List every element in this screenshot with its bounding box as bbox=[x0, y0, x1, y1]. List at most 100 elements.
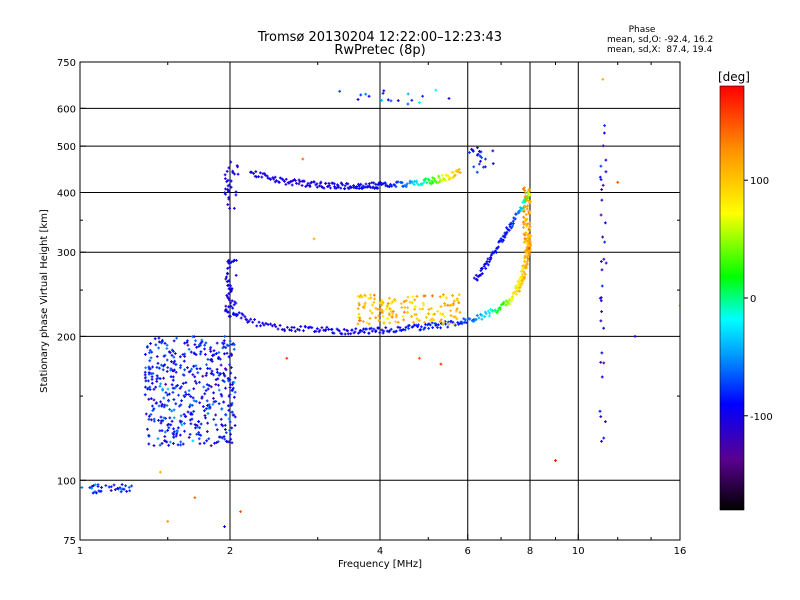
data-point bbox=[164, 383, 167, 386]
data-point bbox=[440, 305, 443, 308]
data-point bbox=[180, 414, 183, 417]
data-point bbox=[443, 315, 446, 318]
data-point bbox=[174, 352, 177, 355]
data-point bbox=[369, 293, 372, 296]
data-point bbox=[144, 371, 147, 374]
data-point bbox=[153, 388, 156, 391]
data-point bbox=[599, 361, 602, 364]
data-point bbox=[400, 302, 403, 305]
data-point bbox=[159, 382, 162, 385]
phase-colorbar: [deg] 100 0 -100 bbox=[718, 70, 773, 510]
data-point bbox=[144, 373, 147, 376]
data-point bbox=[179, 366, 182, 369]
data-point bbox=[154, 343, 157, 346]
data-point bbox=[168, 408, 171, 411]
data-point bbox=[286, 326, 289, 329]
data-point bbox=[316, 327, 319, 330]
data-point bbox=[599, 319, 602, 322]
axis-ticks: 1 2 4 6 8 10 1675100200300400500600750 bbox=[57, 58, 686, 557]
data-point bbox=[244, 315, 247, 318]
data-point bbox=[362, 320, 365, 323]
y-tick-label: 500 bbox=[57, 142, 76, 153]
data-point bbox=[210, 444, 213, 447]
data-point bbox=[194, 339, 197, 342]
data-point bbox=[172, 356, 175, 359]
data-point bbox=[338, 90, 341, 93]
data-point bbox=[192, 439, 195, 442]
data-point bbox=[206, 399, 209, 402]
data-point bbox=[182, 382, 185, 385]
data-point bbox=[171, 420, 174, 423]
data-point bbox=[151, 405, 154, 408]
data-point bbox=[179, 440, 182, 443]
data-points bbox=[81, 78, 682, 528]
data-point bbox=[207, 358, 210, 361]
data-point bbox=[321, 326, 324, 329]
data-point bbox=[157, 437, 160, 440]
data-point bbox=[369, 317, 372, 320]
data-point bbox=[434, 89, 437, 92]
data-point bbox=[427, 327, 430, 330]
data-point bbox=[188, 436, 191, 439]
data-point bbox=[601, 285, 604, 288]
data-point bbox=[600, 214, 603, 217]
data-point bbox=[215, 423, 218, 426]
data-point bbox=[150, 397, 153, 400]
data-point bbox=[554, 459, 557, 462]
data-point bbox=[406, 296, 409, 299]
data-point bbox=[217, 384, 220, 387]
data-point bbox=[378, 331, 381, 334]
x-tick-label: 8 bbox=[527, 546, 533, 557]
data-point bbox=[228, 363, 231, 366]
data-point bbox=[285, 178, 288, 181]
data-point bbox=[371, 330, 374, 333]
data-point bbox=[226, 352, 229, 355]
data-point bbox=[442, 293, 445, 296]
data-point bbox=[601, 376, 604, 379]
data-point bbox=[603, 241, 606, 244]
data-point bbox=[228, 207, 231, 210]
data-point bbox=[239, 510, 242, 513]
data-point bbox=[599, 415, 602, 418]
data-point bbox=[476, 146, 479, 149]
data-point bbox=[523, 260, 526, 263]
data-point bbox=[400, 306, 403, 309]
data-point bbox=[259, 171, 262, 174]
data-point bbox=[413, 308, 416, 311]
data-point bbox=[526, 208, 529, 211]
data-point bbox=[603, 124, 606, 127]
data-point bbox=[160, 422, 163, 425]
data-point bbox=[150, 418, 153, 421]
data-point bbox=[525, 213, 528, 216]
data-point bbox=[180, 399, 183, 402]
y-tick-label: 100 bbox=[57, 476, 76, 487]
data-point bbox=[373, 328, 376, 331]
data-point bbox=[203, 442, 206, 445]
data-point bbox=[198, 401, 201, 404]
data-point bbox=[291, 184, 294, 187]
data-point bbox=[226, 170, 229, 173]
data-point bbox=[230, 427, 233, 430]
data-point bbox=[167, 388, 170, 391]
data-point bbox=[446, 304, 449, 307]
data-point bbox=[192, 387, 195, 390]
data-point bbox=[349, 332, 352, 335]
phase-x-stats: mean, sd,X: 87.4, 19.4 bbox=[607, 45, 713, 55]
data-point bbox=[397, 99, 400, 102]
data-point bbox=[203, 409, 206, 412]
data-point bbox=[599, 165, 602, 168]
data-point bbox=[445, 297, 448, 300]
data-point bbox=[172, 398, 175, 401]
data-point bbox=[285, 357, 288, 360]
data-point bbox=[222, 401, 225, 404]
data-point bbox=[183, 430, 186, 433]
data-point bbox=[390, 99, 393, 102]
data-point bbox=[302, 329, 305, 332]
data-point bbox=[186, 366, 189, 369]
data-point bbox=[110, 489, 113, 492]
data-point bbox=[359, 94, 362, 97]
data-point bbox=[147, 398, 150, 401]
data-point bbox=[175, 371, 178, 374]
data-point bbox=[257, 175, 260, 178]
data-point bbox=[221, 407, 224, 410]
